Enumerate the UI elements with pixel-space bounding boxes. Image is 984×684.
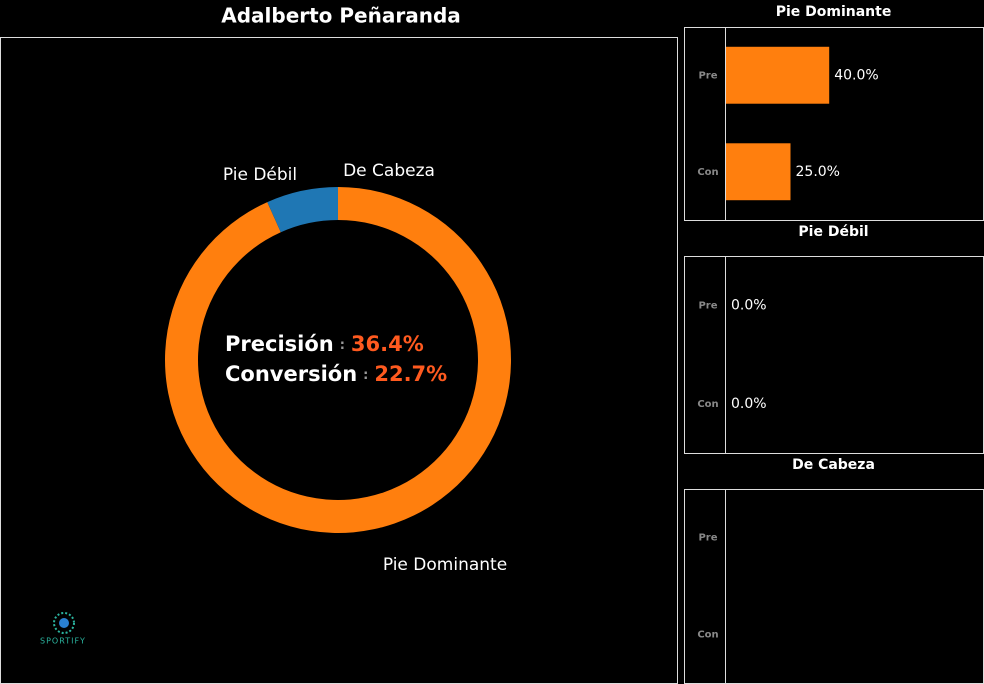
donut-slice [267,187,338,233]
player-title: Adalberto Peñaranda [221,4,461,28]
metric-label: Precisión [225,332,334,356]
value-label: 0.0% [731,396,767,412]
center-text: Conversión:22.7% [225,362,447,386]
logo: SPORTIFY [40,612,86,646]
metric-label: Conversión [225,362,357,386]
category-label: Con [697,630,718,641]
value-label: 0.0% [731,297,767,313]
category-label: Con [697,167,718,178]
category-label: Pre [698,533,717,544]
panel-title: Pie Dominante [776,4,892,20]
bar [726,143,791,201]
value-label: 40.0% [834,67,878,83]
slice-label: De Cabeza [343,161,435,181]
panel-title: De Cabeza [792,457,875,473]
logo-text: SPORTIFY [40,637,86,646]
logo-icon [53,612,75,634]
category-label: Con [697,399,718,410]
separator: : [340,338,345,353]
category-label: Pre [698,300,717,311]
bar [726,46,830,104]
slice-label: Pie Dominante [383,555,507,575]
center-text: Precisión:36.4% [225,332,424,356]
metric-value: 36.4% [351,332,424,356]
metric-value: 22.7% [374,362,447,386]
logo-core [59,618,69,628]
category-label: Pre [698,70,717,81]
value-label: 25.0% [796,164,840,180]
separator: : [363,368,368,383]
panel-title: Pie Débil [798,224,868,240]
slice-label: Pie Débil [223,165,297,185]
